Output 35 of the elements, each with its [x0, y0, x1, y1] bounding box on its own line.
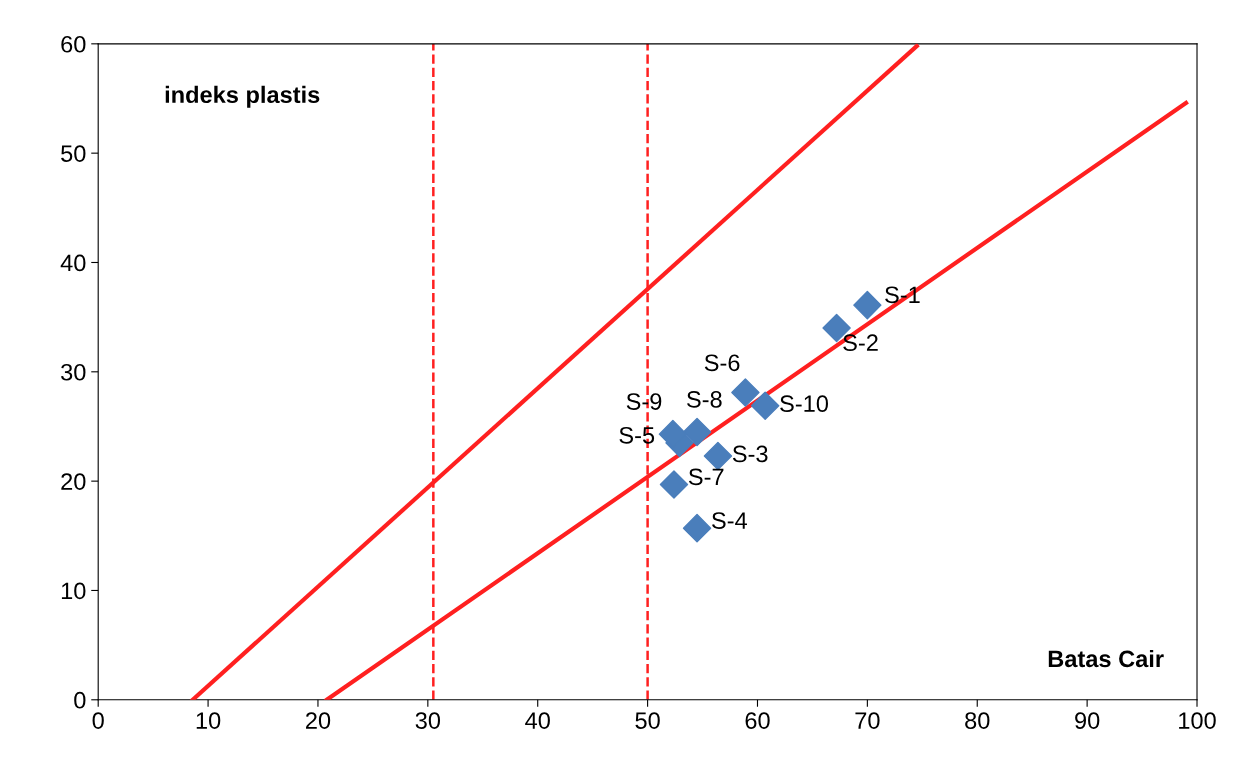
x-tick-label: 40 [525, 712, 550, 729]
point [682, 417, 712, 447]
y-tick-label: 40 [60, 254, 86, 272]
x-axis-title: Batas Cair [1048, 649, 1164, 668]
y-tick-label: 10 [61, 582, 86, 600]
y-tick-label: 30 [61, 363, 86, 381]
annotation: S-2 [843, 334, 878, 352]
point [750, 391, 780, 420]
y-tick-label: 50 [61, 145, 86, 162]
annotation: S-4 [712, 512, 747, 529]
y-tick-label: 20 [61, 473, 86, 490]
annotation: S-10 [780, 395, 829, 413]
point [853, 290, 882, 320]
y-axis-title: indeks plastis [165, 85, 320, 108]
point [682, 513, 712, 543]
x-tick-label: 50 [635, 712, 660, 729]
x-tick-label: 60 [745, 712, 770, 729]
point [731, 378, 760, 407]
x-tick-label: 30 [415, 712, 441, 729]
x-tick-label: 0 [92, 712, 104, 729]
x-tick-label: 90 [1075, 712, 1100, 729]
point [659, 470, 689, 499]
x-tick-label: 100 [1179, 712, 1216, 729]
annotation: S-5 [619, 426, 655, 444]
x-tick-label: 80 [965, 712, 990, 729]
y-tick-label: 0 [74, 691, 86, 709]
y-tick-label: 60 [61, 35, 86, 53]
annotation: S-6 [704, 354, 740, 372]
annotation: S-8 [687, 391, 722, 408]
x-tick-label: 10 [196, 712, 221, 729]
x-tick-label: 20 [306, 712, 331, 729]
annotation: S-3 [732, 445, 768, 463]
x-tick-label: 70 [855, 712, 880, 729]
annotation: S-7 [688, 468, 724, 486]
annotation: S-9 [626, 393, 662, 410]
